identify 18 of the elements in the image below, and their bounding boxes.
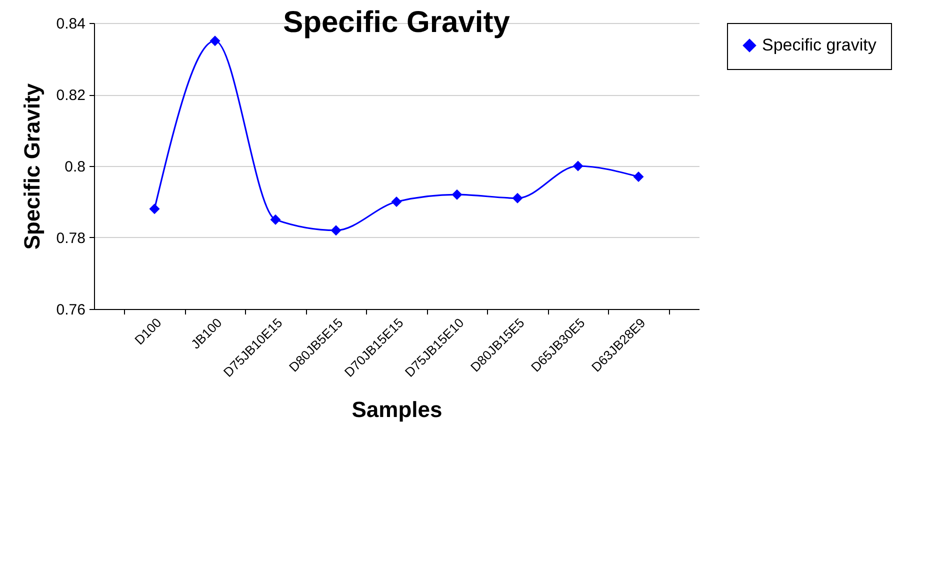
point	[149, 204, 160, 214]
y-tick-label: 0.8	[64, 158, 86, 176]
x-axis-title: Samples	[352, 396, 442, 422]
point	[210, 36, 220, 46]
y-tick-label: 0.78	[56, 230, 86, 247]
point	[512, 192, 523, 204]
legend-label: Specific gravity	[762, 36, 877, 54]
y-tick-label: 0.84	[56, 16, 86, 32]
point	[572, 160, 584, 172]
y-tick-label: 0.82	[56, 87, 86, 104]
y-tick-label: 0.76	[56, 302, 86, 318]
chart-title: Specific Gravity	[283, 6, 510, 39]
point	[330, 225, 342, 236]
point	[452, 189, 462, 200]
point	[391, 196, 402, 207]
point	[270, 214, 281, 225]
point	[633, 171, 644, 182]
y-axis-title: Specific Gravity	[19, 82, 44, 250]
